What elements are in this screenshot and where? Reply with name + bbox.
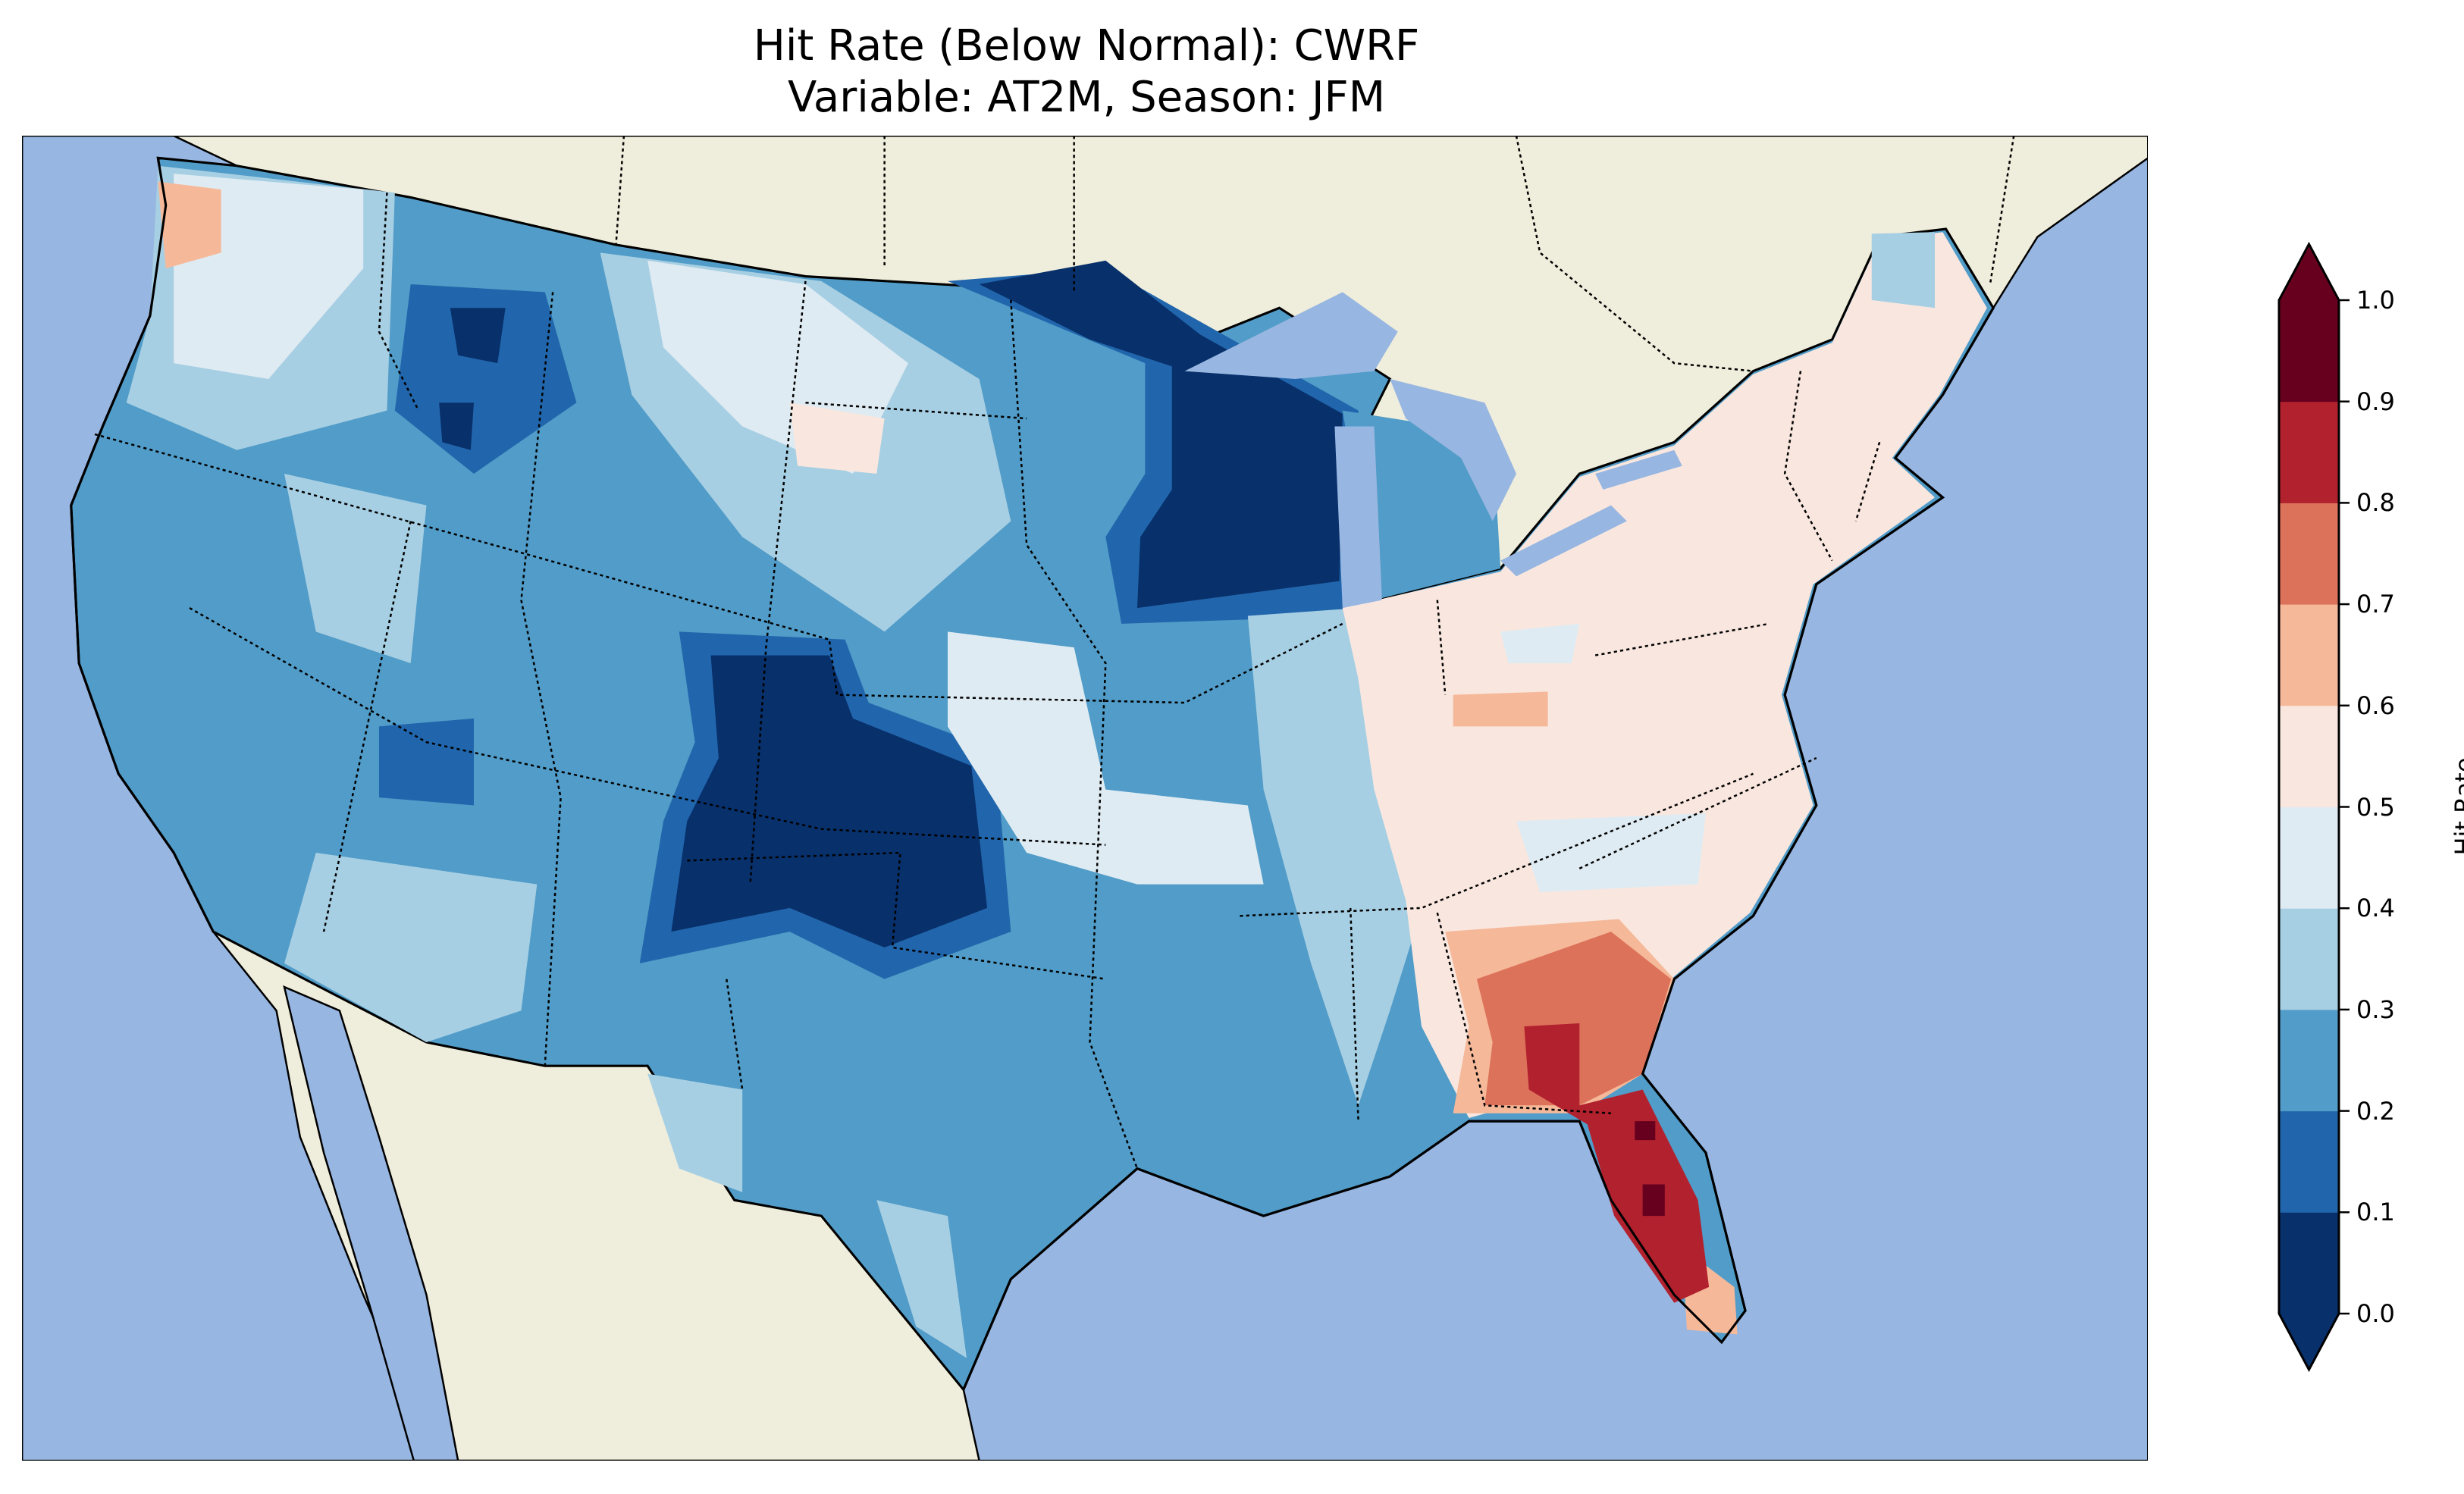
region-dakotas-pink bbox=[789, 402, 885, 474]
region-appalachia-pale bbox=[1500, 623, 1706, 893]
lake-superior bbox=[1184, 292, 1398, 379]
region-florida-darkred bbox=[1635, 1121, 1665, 1217]
us-coastline bbox=[70, 158, 1995, 1390]
colorbar-level-0.5 bbox=[2279, 705, 2339, 807]
colorbar-level-0.0 bbox=[2279, 1212, 2339, 1314]
colorbar-tick-label: 1.0 bbox=[2356, 286, 2395, 315]
lake-huron bbox=[1390, 378, 1516, 521]
lake-erie bbox=[1500, 505, 1627, 577]
colorbar-tick-label: 0.5 bbox=[2356, 792, 2395, 822]
region-upper-midwest-dark bbox=[979, 260, 1343, 609]
map-frame bbox=[22, 136, 2148, 1461]
colorbar-level-0.3 bbox=[2279, 908, 2339, 1010]
colorbar-tick-label: 0.2 bbox=[2356, 1096, 2395, 1126]
region-ohio-salmon bbox=[1453, 691, 1548, 727]
great-lakes bbox=[1184, 292, 1682, 609]
colorbar-level-0.4 bbox=[2279, 807, 2339, 909]
region-southwest-light bbox=[284, 852, 538, 1042]
region-montana-dark bbox=[439, 308, 506, 450]
chart-subtitle: Variable: AT2M, Season: JFM bbox=[787, 73, 1386, 122]
region-utah-medblue bbox=[378, 718, 474, 806]
region-georgia-orange bbox=[1476, 932, 1672, 1106]
colorbar-level-0.9 bbox=[2279, 300, 2339, 402]
colorbar-extend-max bbox=[2279, 244, 2339, 300]
colorbar-level-0.2 bbox=[2279, 1009, 2339, 1112]
colorbar-tick-label: 0.1 bbox=[2356, 1198, 2395, 1227]
region-plains-pale bbox=[947, 631, 1264, 885]
region-tx-coast-light bbox=[647, 1073, 967, 1358]
region-oregon-coast-salmon bbox=[158, 181, 221, 269]
colorbar-level-0.6 bbox=[2279, 604, 2339, 706]
region-maine-light bbox=[1871, 232, 1936, 309]
region-montana-medblue bbox=[394, 283, 577, 474]
colorbar-tick-label: 0.6 bbox=[2356, 691, 2395, 720]
lake-ontario bbox=[1595, 449, 1682, 490]
colorbar-extend-min bbox=[2279, 1314, 2339, 1370]
colorbar-tick-label: 0.7 bbox=[2356, 590, 2395, 619]
colorbar-level-0.7 bbox=[2279, 503, 2339, 605]
colorbar-tick-label: 0.4 bbox=[2356, 894, 2395, 923]
region-east-pink bbox=[1342, 232, 1987, 1118]
colorbar-label: Hit Rate bbox=[2450, 757, 2464, 856]
colorbar-tick-label: 0.8 bbox=[2356, 488, 2395, 518]
baja-gulf bbox=[283, 985, 459, 1461]
colorbar-level-0.1 bbox=[2279, 1110, 2339, 1213]
lake-michigan bbox=[1334, 426, 1382, 609]
colorbar-tick-label: 0.0 bbox=[2356, 1299, 2395, 1328]
region-florida-red bbox=[1524, 1023, 1710, 1303]
colorbar-tick-label: 0.9 bbox=[2356, 387, 2395, 416]
chart-title: Hit Rate (Below Normal): CWRF bbox=[753, 21, 1420, 70]
colorbar bbox=[2277, 241, 2350, 1373]
colorbar-tick-label: 0.3 bbox=[2356, 994, 2395, 1024]
hit-rate-field bbox=[126, 165, 1987, 1358]
colorbar-level-0.8 bbox=[2279, 401, 2339, 503]
state-borders bbox=[94, 136, 2015, 1170]
